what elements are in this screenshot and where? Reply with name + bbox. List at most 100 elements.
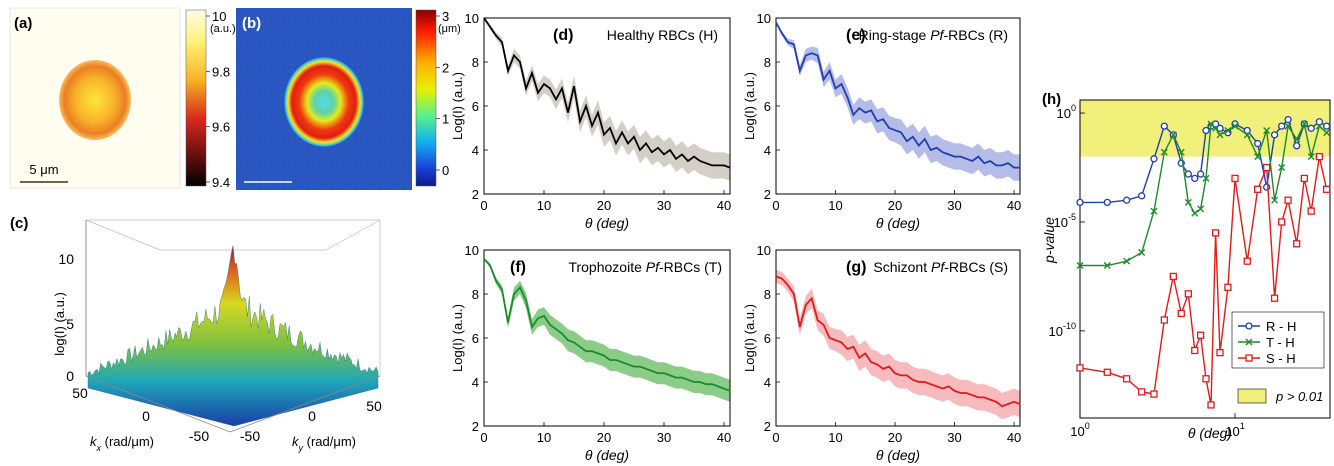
panel-c: (c) 10 5 0 log(I) (a.u.) 50 0 -50 -50 0 … xyxy=(10,215,382,453)
data-point xyxy=(1123,196,1131,204)
significance-label: p > 0.01 xyxy=(1275,389,1323,404)
data-point xyxy=(1284,122,1292,130)
y-tick-label: 4 xyxy=(764,375,771,390)
data-point xyxy=(1323,129,1331,137)
panel-c-y-tick: 50 xyxy=(366,398,382,414)
std-band xyxy=(484,16,730,181)
panel-c-z-tick: 0 xyxy=(66,368,74,384)
data-point xyxy=(1138,248,1146,256)
panel-h-label: (h) xyxy=(1042,91,1061,108)
data-point xyxy=(1216,131,1224,139)
legend-label: T - H xyxy=(1266,335,1295,350)
legend-marker xyxy=(1245,354,1253,362)
panel-c-box-edge xyxy=(325,219,381,251)
data-point xyxy=(1263,183,1271,191)
panel-c-x-tick: 50 xyxy=(72,385,88,401)
data-point xyxy=(1293,142,1301,150)
y-tick-label: 8 xyxy=(764,55,771,70)
y-tick-label: 6 xyxy=(472,331,479,346)
y-tick-label: 8 xyxy=(764,287,771,302)
data-point xyxy=(1278,122,1286,130)
panel-c-x-tick: -50 xyxy=(189,428,209,444)
data-point xyxy=(1284,196,1292,204)
data-point xyxy=(1076,198,1084,207)
a-colorbar-tick-label: 10 xyxy=(212,9,226,24)
b-colorbar-tick-label: 3 xyxy=(442,9,449,24)
y-tick-label: 6 xyxy=(764,99,771,114)
data-point xyxy=(1300,120,1308,128)
data-point xyxy=(1076,364,1084,372)
y-tick-label: 4 xyxy=(472,375,479,390)
x-tick-label: 30 xyxy=(657,430,671,445)
legend-marker xyxy=(1245,338,1253,346)
legend-marker xyxy=(1245,322,1253,330)
panel-c-box-edge xyxy=(85,219,161,251)
b-colorbar-tick-label: 0 xyxy=(442,163,449,178)
data-point xyxy=(1150,207,1158,215)
data-point xyxy=(1196,331,1205,339)
mean-line xyxy=(775,21,1020,169)
x-tick-label: 10 xyxy=(537,198,551,213)
data-point xyxy=(1191,174,1199,183)
panel-c-z-label: log(I) (a.u.) xyxy=(52,292,67,356)
panel-a-colorbar-ticks: 10 9.8 9.6 9.4 xyxy=(206,9,230,190)
data-point xyxy=(1254,153,1262,161)
data-point xyxy=(1191,346,1199,355)
data-point xyxy=(1224,126,1232,134)
panel-d-chart: 0 10 20 30 40 2 4 6 8 10 θ (deg) Log(I) (a.u.) (d) He… xyxy=(450,11,731,231)
panel-c-z-tick: 10 xyxy=(58,251,74,267)
y-tick-label: 10 xyxy=(757,11,771,26)
std-band xyxy=(776,269,1020,420)
data-point xyxy=(1216,349,1224,357)
data-point xyxy=(1184,198,1192,206)
mean-line xyxy=(483,258,731,392)
panel-h-chart: (h) 100 10-5 10-10 100 101 R - HT - HS - H p >… xyxy=(1041,91,1331,441)
data-point xyxy=(1138,192,1146,200)
data-point xyxy=(1207,401,1215,409)
a-colorbar-tick-label: 9.8 xyxy=(212,64,230,79)
data-point xyxy=(1322,122,1331,130)
data-point xyxy=(1202,126,1210,135)
panel-c-base-axes xyxy=(85,375,381,433)
x-tick-label: 101 xyxy=(1225,421,1244,439)
legend-label: S - H xyxy=(1266,351,1296,366)
data-point xyxy=(1293,135,1301,143)
panel-c-z-tick: 5 xyxy=(66,316,74,332)
data-point xyxy=(1138,388,1146,396)
x-tick-label: 20 xyxy=(597,198,611,213)
data-point xyxy=(1254,139,1262,148)
data-point xyxy=(1169,272,1177,281)
y-tick-label: 2 xyxy=(472,187,479,202)
y-tick-label: 6 xyxy=(472,99,479,114)
data-point xyxy=(1177,309,1185,318)
panel-a-label: (a) xyxy=(14,15,32,32)
panel-b-colorbar-unit: (μm) xyxy=(438,23,461,35)
y-tick-label: 6 xyxy=(764,331,771,346)
data-point xyxy=(1315,118,1323,126)
data-point xyxy=(1150,390,1158,398)
data-point xyxy=(1278,164,1286,172)
data-point xyxy=(1243,126,1251,135)
data-point xyxy=(1212,124,1220,132)
plot-title: Schizont Pf-RBCs (S) xyxy=(873,259,1008,275)
data-point xyxy=(1278,218,1286,226)
panel-a-colorbar xyxy=(185,9,207,187)
data-point xyxy=(1103,368,1111,376)
x-tick-label: 10 xyxy=(828,430,842,445)
x-tick-label: 40 xyxy=(1007,430,1021,445)
data-point xyxy=(1184,290,1192,298)
x-tick-label: 0 xyxy=(772,198,779,213)
x-axis-label: θ (deg) xyxy=(585,447,629,463)
data-point xyxy=(1322,185,1331,193)
panel-a-colorbar-unit: (a.u.) xyxy=(210,23,236,35)
data-point xyxy=(1197,205,1205,213)
data-point xyxy=(1307,124,1315,132)
data-point xyxy=(1263,126,1271,134)
y-axis-label: Log(I) (a.u.) xyxy=(450,304,465,372)
y-tick-label: 8 xyxy=(472,55,479,70)
y-axis-label: Log(I) (a.u.) xyxy=(450,72,465,140)
legend-label: R - H xyxy=(1266,319,1296,334)
panel-label: (d) xyxy=(553,27,573,44)
panel-label: (f) xyxy=(510,259,526,276)
data-point xyxy=(1160,122,1168,130)
